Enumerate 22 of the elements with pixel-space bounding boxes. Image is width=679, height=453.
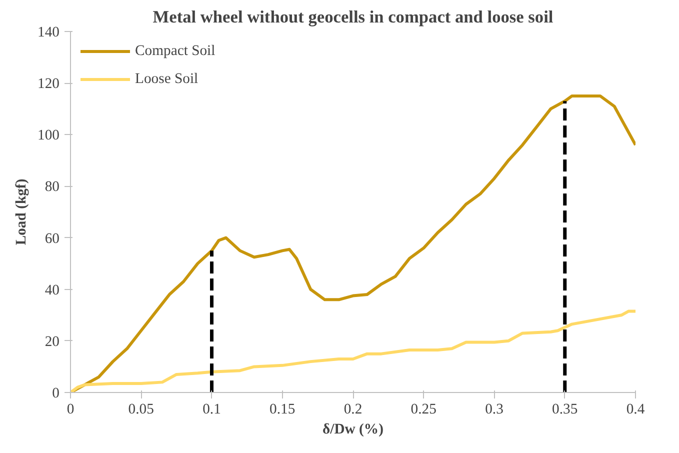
- x-tick-label: 0.2: [344, 402, 362, 418]
- y-tick-label: 120: [38, 76, 60, 92]
- x-tick-label: 0.15: [270, 402, 296, 418]
- y-tick-label: 0: [52, 386, 60, 402]
- y-tick-label: 80: [44, 179, 60, 196]
- x-tick-label: 0: [66, 402, 74, 418]
- x-tick-label: 0.3: [485, 402, 504, 418]
- x-tick-label: 0.25: [410, 402, 436, 418]
- x-tick-label: 0.4: [626, 402, 646, 418]
- x-tick-label: 0.35: [552, 402, 578, 418]
- x-tick-label: 0.05: [128, 402, 154, 418]
- y-tick-label: 100: [38, 128, 60, 144]
- legend-label: Loose Soil: [135, 70, 198, 88]
- legend-label: Compact Soil: [135, 42, 216, 60]
- y-tick-label: 60: [44, 230, 60, 247]
- y-tick-label: 40: [44, 282, 60, 298]
- y-tick-label: 140: [38, 24, 60, 40]
- x-axis-title: δ/Dw (%): [322, 422, 384, 438]
- y-axis-title: Load (kgf): [14, 178, 30, 246]
- y-tick-label: 20: [44, 334, 60, 350]
- x-tick-label: 0.1: [202, 402, 221, 418]
- chart-title: Metal wheel without geocells in compact and loose soil: [152, 8, 554, 26]
